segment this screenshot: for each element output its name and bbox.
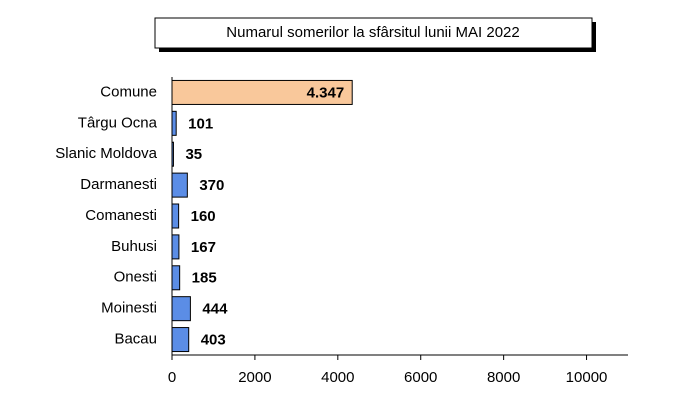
value-label: 185 <box>192 270 217 287</box>
bar <box>171 203 180 229</box>
x-tick-label: 8000 <box>487 369 520 386</box>
bar <box>171 172 188 198</box>
y-tick-label: Darmanesti <box>80 176 157 193</box>
y-tick-label: Târgu Ocna <box>78 114 158 131</box>
value-label: 403 <box>201 332 226 349</box>
y-tick-label: Bacau <box>114 331 157 348</box>
value-label: 160 <box>191 208 216 225</box>
bar <box>171 79 353 105</box>
x-tick-label: 6000 <box>404 369 437 386</box>
x-tick-label: 10000 <box>566 369 608 386</box>
bar <box>171 265 181 291</box>
y-tick-label: Moinesti <box>101 300 157 317</box>
value-label: 167 <box>191 239 216 256</box>
y-tick-label: Onesti <box>114 269 157 286</box>
y-tick-label: Comune <box>100 83 157 100</box>
bar <box>171 296 191 322</box>
bar <box>171 327 190 353</box>
value-label: 4.347 <box>307 84 345 101</box>
value-label: 35 <box>185 146 202 163</box>
y-tick-label: Buhusi <box>111 238 157 255</box>
title-box <box>154 17 593 49</box>
chart-title: Numarul somerilor la sfârsitul lunii MAI… <box>226 24 519 41</box>
value-label: 370 <box>199 177 224 194</box>
value-label: 444 <box>202 301 228 318</box>
bar <box>171 234 180 260</box>
bar <box>171 110 177 136</box>
value-label: 101 <box>188 115 213 132</box>
x-tick-label: 4000 <box>321 369 354 386</box>
y-tick-label: Comanesti <box>85 207 157 224</box>
x-tick-label: 0 <box>168 369 176 386</box>
y-tick-label: Slanic Moldova <box>55 145 157 162</box>
x-tick-label: 2000 <box>238 369 271 386</box>
bar <box>171 141 174 167</box>
